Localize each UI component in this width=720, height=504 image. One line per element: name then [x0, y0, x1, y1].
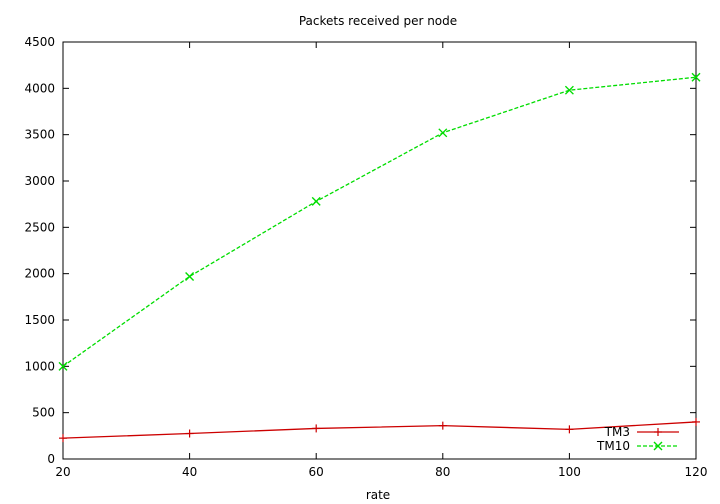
y-tick-label: 1000	[24, 359, 55, 373]
series-line	[62, 421, 697, 439]
y-tick-label: 1500	[24, 313, 55, 327]
plot-frame	[62, 41, 697, 460]
legend-entry: TM3	[604, 425, 679, 439]
legend-entry: TM10	[596, 439, 679, 453]
data-point	[564, 85, 574, 95]
y-tick-label: 2500	[24, 220, 55, 234]
x-tick-label: 80	[435, 465, 450, 479]
y-tick-label: 0	[47, 452, 55, 466]
x-tick-label: 100	[558, 465, 581, 479]
x-tick-label: 40	[182, 465, 197, 479]
series-tm10	[58, 72, 701, 371]
legend-label: TM3	[604, 425, 630, 439]
data-point	[691, 72, 701, 82]
x-tick-label: 120	[685, 465, 708, 479]
y-tick-label: 3000	[24, 174, 55, 188]
y-tick-label: 4500	[24, 35, 55, 49]
series-tm3	[59, 417, 700, 443]
legend-label: TM10	[596, 439, 630, 453]
x-tick-label: 20	[55, 465, 70, 479]
data-point	[185, 271, 195, 281]
y-tick-label: 500	[32, 406, 55, 420]
axis-ticks: 20 40 60 80 100 120 0 500 1000 1500 2000 2500 3000 35…	[24, 35, 707, 479]
chart-title: Packets received per node	[299, 14, 457, 28]
y-tick-label: 3500	[24, 128, 55, 142]
y-tick-label: 2000	[24, 267, 55, 281]
y-tick-label: 4000	[24, 81, 55, 95]
x-tick-label: 60	[309, 465, 324, 479]
series-layer	[58, 72, 701, 443]
legend-marker	[653, 441, 663, 451]
data-point	[311, 196, 321, 206]
data-point	[58, 361, 68, 371]
x-axis-label: rate	[366, 488, 390, 502]
data-point	[438, 128, 448, 138]
series-line	[62, 76, 697, 367]
